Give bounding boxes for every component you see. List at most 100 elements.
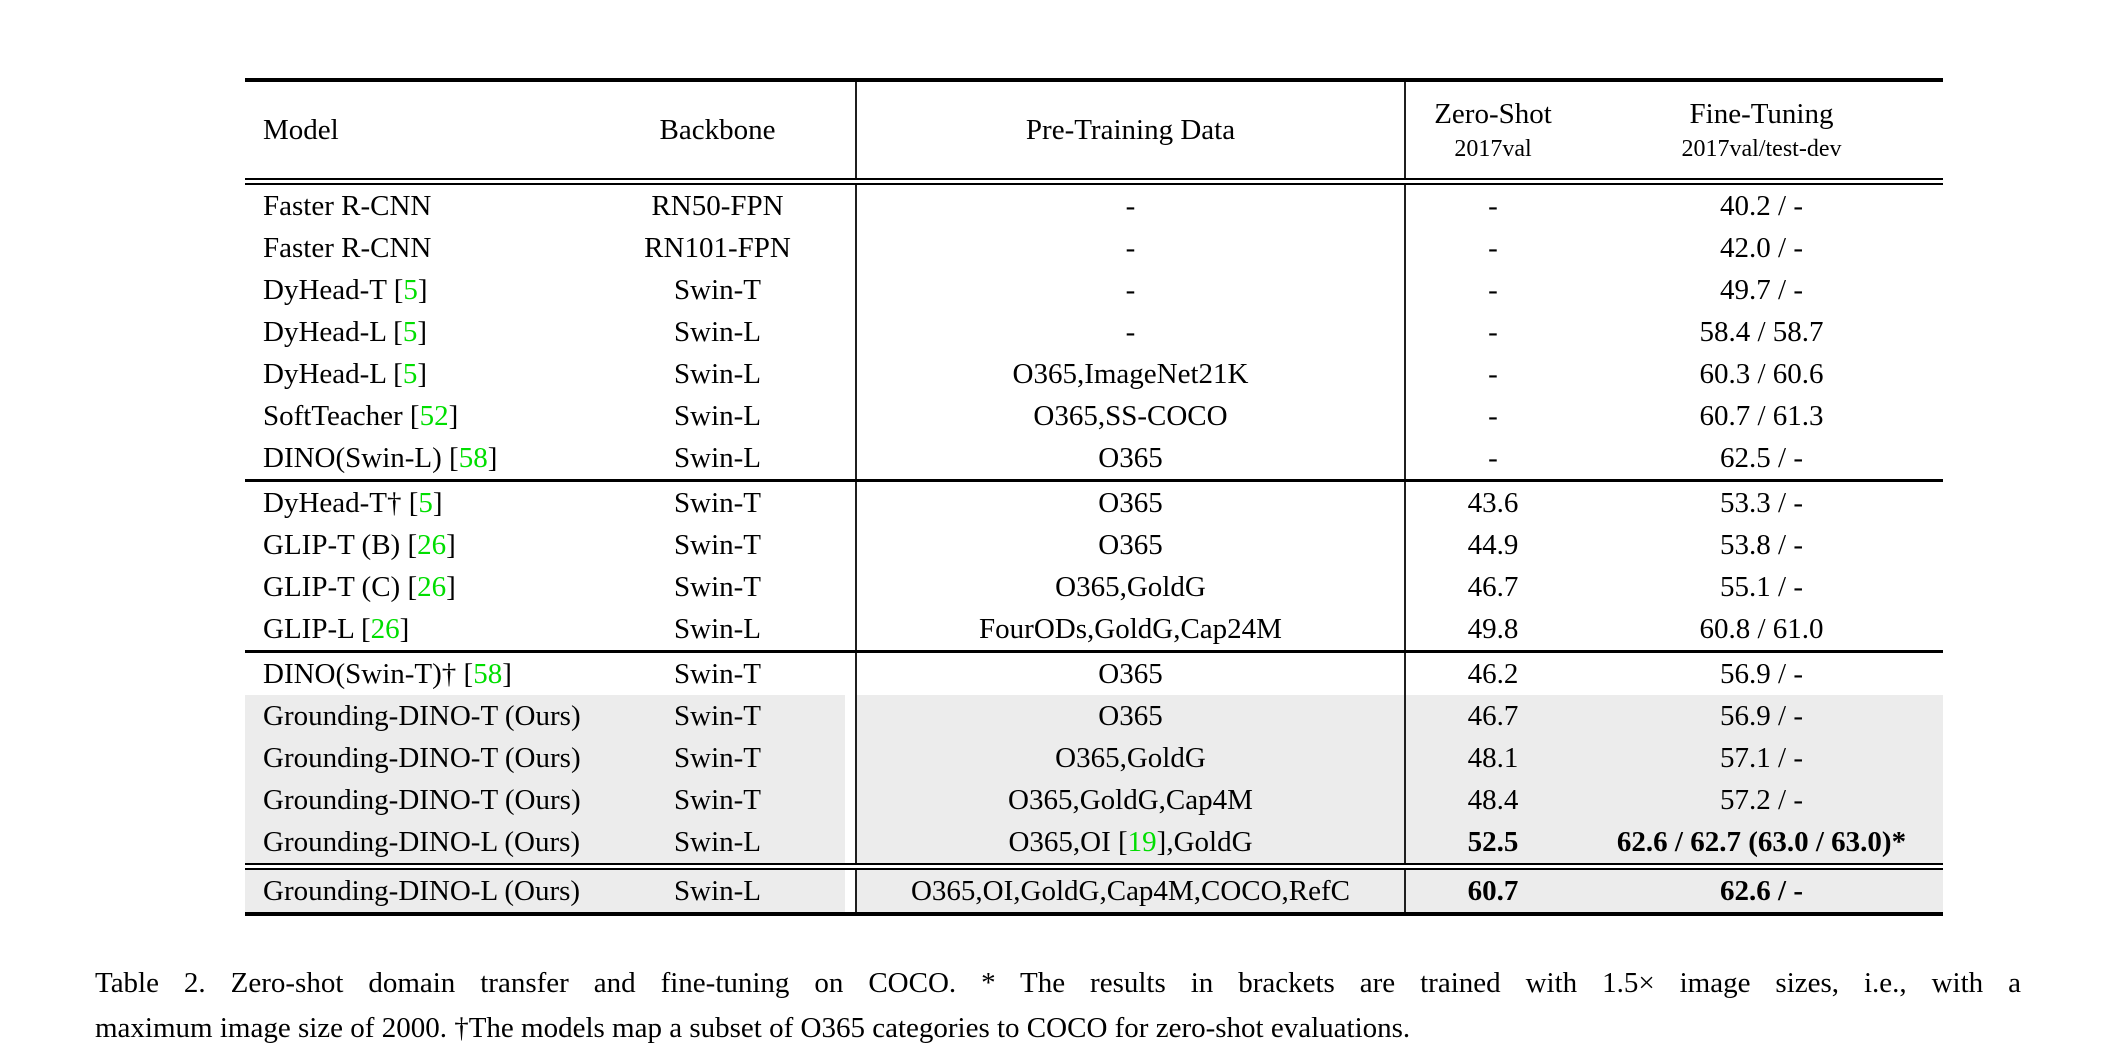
cell-model: Grounding-DINO-T (Ours) bbox=[245, 779, 590, 821]
text-segment: - bbox=[1126, 316, 1136, 349]
text-segment: Faster R-CNN bbox=[263, 190, 431, 223]
cell-zero-shot: 49.8 bbox=[1404, 608, 1580, 650]
cell-model: GLIP-T (C) [26] bbox=[245, 566, 590, 608]
text-segment: Swin-L bbox=[674, 400, 761, 433]
cell-fine-tuning: 62.5 / - bbox=[1580, 437, 1943, 479]
text-segment: ] bbox=[400, 613, 410, 646]
text-segment: 46.2 bbox=[1468, 658, 1519, 691]
cell-backbone: Swin-L bbox=[590, 437, 845, 479]
text-segment: O365,ImageNet21K bbox=[1013, 358, 1249, 391]
text-segment: Swin-T bbox=[674, 571, 761, 604]
cell-pretraining-data: O365 bbox=[855, 695, 1404, 737]
cell-gap bbox=[845, 737, 855, 779]
header-zero-shot-subtitle: 2017val bbox=[1454, 134, 1531, 164]
header-fine-tuning-title: Fine-Tuning bbox=[1690, 97, 1834, 131]
cell-backbone: Swin-L bbox=[590, 821, 845, 863]
cell-pretraining-data: O365,ImageNet21K bbox=[855, 353, 1404, 395]
text-segment: DyHead-T [ bbox=[263, 274, 403, 307]
table-group-grounding-dino: DINO(Swin-T)† [58] Swin-T O365 46.2 56.9 / -… bbox=[245, 653, 1943, 863]
text-segment: ] bbox=[502, 658, 512, 691]
text-segment: 48.4 bbox=[1468, 784, 1519, 817]
text-segment: O365,GoldG bbox=[1055, 571, 1206, 604]
cell-zero-shot: 46.7 bbox=[1404, 566, 1580, 608]
table-row: Faster R-CNN RN101-FPN - - 42.0 / - bbox=[245, 227, 1943, 269]
cell-zero-shot: - bbox=[1404, 353, 1580, 395]
citation-ref: 26 bbox=[371, 613, 400, 646]
cell-fine-tuning: 49.7 / - bbox=[1580, 269, 1943, 311]
text-segment: 42.0 / - bbox=[1720, 232, 1803, 265]
cell-gap bbox=[845, 870, 855, 912]
cell-gap bbox=[845, 779, 855, 821]
text-segment: DINO(Swin-T)† [ bbox=[263, 658, 473, 691]
cell-zero-shot: 48.1 bbox=[1404, 737, 1580, 779]
text-segment: 46.7 bbox=[1468, 571, 1519, 604]
text-segment: Faster R-CNN bbox=[263, 232, 431, 265]
cell-pretraining-data: O365,OI [19],GoldG bbox=[855, 821, 1404, 863]
text-segment: ] bbox=[418, 274, 428, 307]
cell-backbone: Swin-L bbox=[590, 870, 845, 912]
cell-fine-tuning: 62.6 / 62.7 (63.0 / 63.0)* bbox=[1580, 821, 1943, 863]
text-segment: DINO(Swin-L) [ bbox=[263, 442, 459, 475]
cell-model: Faster R-CNN bbox=[245, 185, 590, 227]
cell-backbone: Swin-T bbox=[590, 653, 845, 695]
cell-backbone: Swin-T bbox=[590, 524, 845, 566]
text-segment: ] bbox=[488, 442, 498, 475]
text-segment: Swin-T bbox=[674, 784, 761, 817]
header-backbone: Backbone bbox=[590, 82, 845, 178]
cell-gap bbox=[845, 311, 855, 353]
text-segment: SoftTeacher [ bbox=[263, 400, 420, 433]
cell-backbone: Swin-L bbox=[590, 353, 845, 395]
header-model: Model bbox=[245, 82, 590, 178]
text-segment: 62.6 / 62.7 (63.0 / 63.0)* bbox=[1617, 826, 1906, 859]
cell-backbone: Swin-L bbox=[590, 608, 845, 650]
cell-gap bbox=[845, 608, 855, 650]
cell-pretraining-data: - bbox=[855, 185, 1404, 227]
text-segment: 55.1 / - bbox=[1720, 571, 1803, 604]
citation-ref: 58 bbox=[473, 658, 502, 691]
cell-fine-tuning: 57.2 / - bbox=[1580, 779, 1943, 821]
table-row: DyHead-T [5]Swin-T--49.7 / - bbox=[245, 269, 1943, 311]
text-segment: O365 bbox=[1098, 658, 1162, 691]
table-row: DINO(Swin-T)† [58] Swin-T O365 46.2 56.9 / - bbox=[245, 653, 1943, 695]
cell-backbone: RN101-FPN bbox=[590, 227, 845, 269]
cell-model: GLIP-T (B) [26] bbox=[245, 524, 590, 566]
cell-fine-tuning: 62.6 / - bbox=[1580, 870, 1943, 912]
cell-model: DyHead-L [5] bbox=[245, 353, 590, 395]
header-zero-shot: Zero-Shot 2017val bbox=[1404, 82, 1580, 178]
cell-model: Grounding-DINO-L (Ours) bbox=[245, 821, 590, 863]
text-segment: ] bbox=[446, 571, 456, 604]
cell-model: Grounding-DINO-T (Ours) bbox=[245, 737, 590, 779]
text-segment: 56.9 / - bbox=[1720, 658, 1803, 691]
cell-gap bbox=[845, 566, 855, 608]
table-header-row: Model Backbone Pre-Training Data Zero-Sh… bbox=[245, 82, 1943, 178]
citation-ref: 5 bbox=[403, 274, 418, 307]
cell-backbone: Swin-T bbox=[590, 737, 845, 779]
text-segment: ] bbox=[433, 487, 443, 520]
text-segment: 60.3 / 60.6 bbox=[1699, 358, 1823, 391]
cell-zero-shot: - bbox=[1404, 227, 1580, 269]
cell-zero-shot: 44.9 bbox=[1404, 524, 1580, 566]
text-segment: 60.8 / 61.0 bbox=[1699, 613, 1823, 646]
text-segment: - bbox=[1488, 316, 1498, 349]
text-segment: O365 bbox=[1098, 700, 1162, 733]
text-segment: ] bbox=[417, 358, 427, 391]
cell-gap bbox=[845, 395, 855, 437]
cell-zero-shot: - bbox=[1404, 437, 1580, 479]
text-segment: DyHead-T† [ bbox=[263, 487, 418, 520]
cell-fine-tuning: 42.0 / - bbox=[1580, 227, 1943, 269]
text-segment: 46.7 bbox=[1468, 700, 1519, 733]
table-row: DyHead-L [5]Swin-L O365,ImageNet21K - 60.3 … bbox=[245, 353, 1943, 395]
text-segment: 53.3 / - bbox=[1720, 487, 1803, 520]
cell-backbone: Swin-T bbox=[590, 779, 845, 821]
text-segment: 57.1 / - bbox=[1720, 742, 1803, 775]
citation-ref: 5 bbox=[418, 487, 433, 520]
text-segment: FourODs,GoldG,Cap24M bbox=[979, 613, 1282, 646]
text-segment: - bbox=[1126, 232, 1136, 265]
cell-pretraining-data: O365 bbox=[855, 524, 1404, 566]
text-segment: 57.2 / - bbox=[1720, 784, 1803, 817]
header-gap bbox=[845, 82, 855, 178]
